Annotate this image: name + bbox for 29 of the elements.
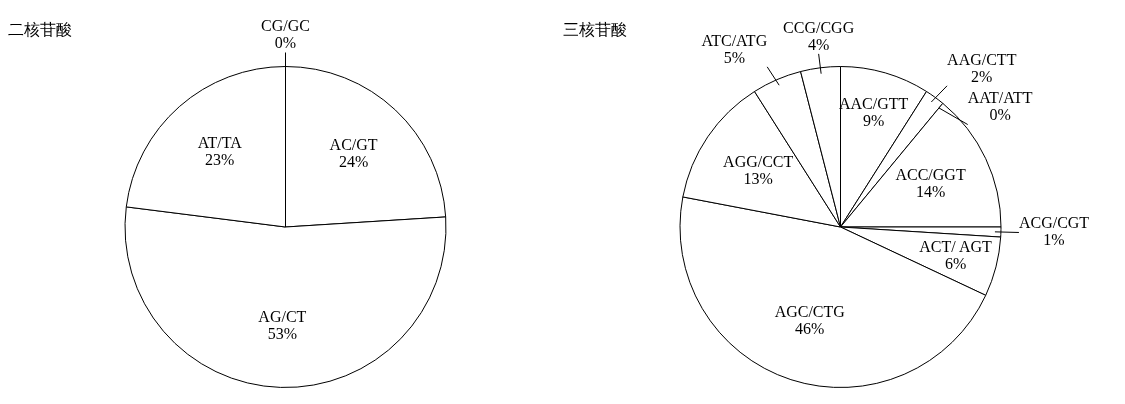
category-label: CG/GC (261, 17, 310, 35)
data-label: 24% (338, 153, 369, 171)
text: 0% (274, 34, 297, 52)
slice-label: AT/TA (197, 134, 243, 152)
slice-label: ACC/GGT (895, 166, 966, 184)
slice-label: AGG/CCT (723, 152, 794, 170)
slice-label: CCG/CGG (783, 18, 855, 36)
text: 0% (989, 106, 1011, 124)
slice-label: AC/GT (329, 136, 378, 154)
data-label: 6% (944, 255, 967, 273)
slice-label: ACT/ AGT (919, 238, 992, 256)
data-label: 46% (795, 320, 825, 338)
chart-title: 二核苷酸 (8, 20, 72, 40)
data-label: 2% (971, 67, 993, 85)
data-label: 14% (915, 183, 946, 201)
data-label: 53% (267, 325, 298, 343)
slice-label: ATC/ATG (701, 31, 768, 49)
slice-label: AAG/CTT (947, 50, 1017, 68)
data-label: 13% (743, 169, 773, 187)
data-label: 23% (205, 151, 235, 169)
data-label: 9% (862, 111, 885, 129)
slice-label: AGC/CTG (774, 303, 846, 321)
category-label: AAT/ATT (967, 89, 1033, 107)
data-label: 5% (723, 48, 745, 66)
data-label: 1% (1043, 231, 1065, 249)
slice-label: AG/CT (258, 308, 307, 326)
slice-label: ACG/CGT (1018, 214, 1090, 232)
chart-title: 三核苷酸 (563, 20, 627, 40)
data-label: 4% (807, 35, 830, 53)
